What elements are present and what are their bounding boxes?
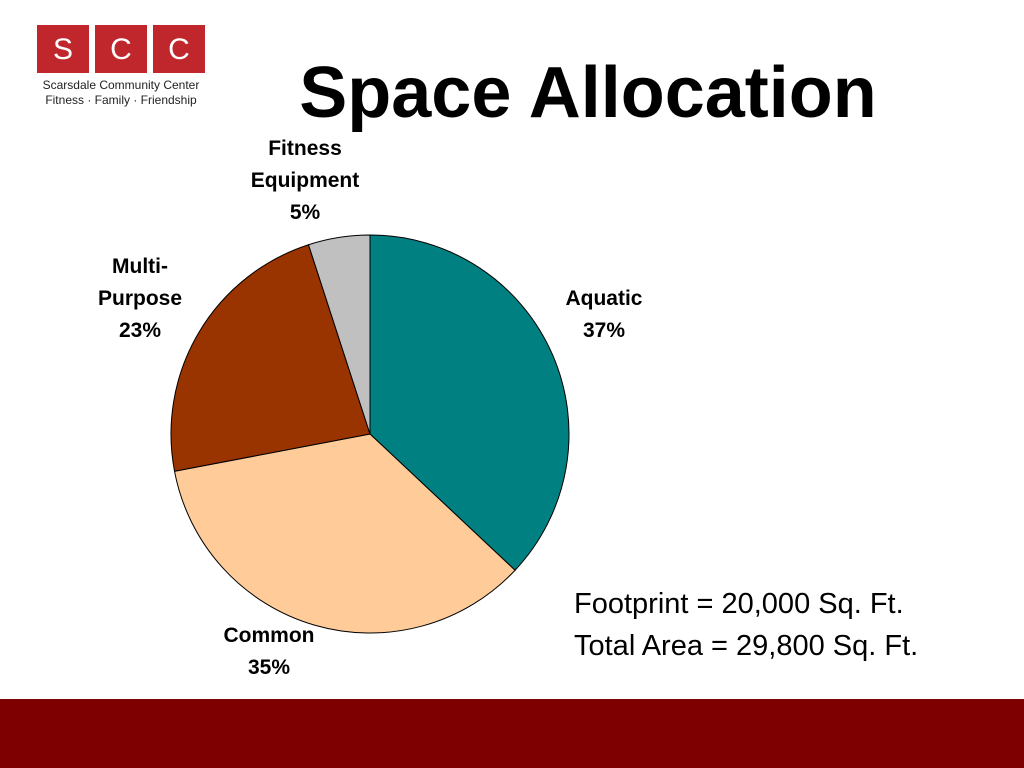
pie-slice <box>307 234 371 435</box>
slice-label: Multi-Purpose 23% <box>80 251 200 347</box>
logo-letter: S <box>53 33 73 66</box>
logo-box <box>37 25 89 73</box>
slice-value: 5% <box>289 201 321 224</box>
slice-category: Multi-Purpose <box>97 255 183 310</box>
logo-letter: C <box>110 33 132 66</box>
logo-name: Scarsdale Community Center <box>43 78 200 92</box>
pie-slice <box>173 433 516 634</box>
slice-category: Fitness Equipment <box>250 137 360 192</box>
slice-value: 23% <box>118 319 162 342</box>
chart-title: Space Allocation <box>299 53 876 133</box>
logo-box <box>95 25 147 73</box>
pie-slice <box>369 234 570 571</box>
logo: S C C Scarsdale Community Center Fitness… <box>37 25 205 107</box>
slice-value: 35% <box>247 656 291 679</box>
slice-value: 37% <box>582 319 626 342</box>
pie <box>170 234 570 634</box>
annotation: Footprint = 20,000 Sq. Ft. <box>574 588 904 620</box>
pie-slice <box>170 244 371 472</box>
footer-bar <box>0 699 1024 768</box>
annotation: Total Area = 29,800 Sq. Ft. <box>574 630 919 662</box>
logo-letter: C <box>168 33 190 66</box>
slice-label: Common 35% <box>209 620 329 684</box>
slice-label: Aquatic 37% <box>544 283 664 347</box>
logo-tagline: Fitness · Family · Friendship <box>45 93 197 107</box>
slice-category: Aquatic <box>565 287 643 310</box>
logo-box <box>153 25 205 73</box>
slice-label: Fitness Equipment 5% <box>245 133 365 229</box>
slice-category: Common <box>223 624 315 647</box>
